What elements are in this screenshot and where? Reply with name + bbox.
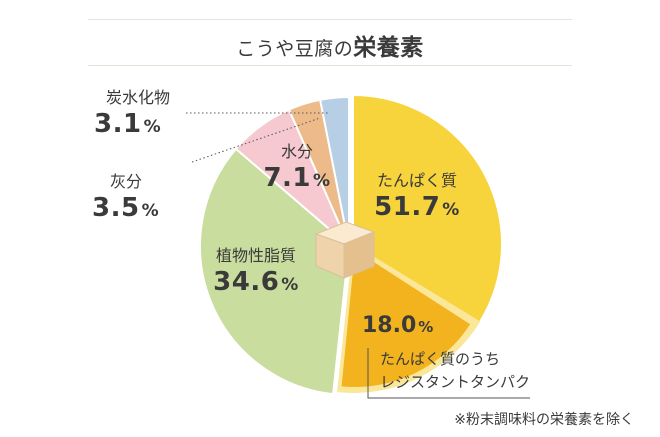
label-carbs-value: 3.1% <box>94 108 194 143</box>
label-protein-unit: % <box>442 200 460 220</box>
label-resistant-line2: レジスタントタンパク <box>380 373 531 391</box>
label-carbs-name: 炭水化物 <box>106 88 171 107</box>
title-rule-top <box>88 19 572 20</box>
label-protein-number: 51.7 <box>374 192 441 222</box>
label-carbs: 炭水化物 3.1% <box>94 88 194 143</box>
chart-title-emphasis: 栄養素 <box>353 35 424 61</box>
label-protein-name: たんぱく質 <box>376 171 457 190</box>
label-ash-value: 3.5% <box>92 192 182 227</box>
slice-resistant-protein <box>341 250 471 387</box>
label-resistant-line1: たんぱく質のうち <box>380 350 501 368</box>
leader-lines <box>186 112 530 399</box>
label-resistant-unit: % <box>418 318 434 336</box>
label-fat-number: 34.6 <box>213 267 280 297</box>
label-water-name: 水分 <box>280 142 313 161</box>
label-resistant-value: 18.0% <box>362 313 433 338</box>
title-rule-bottom <box>88 65 572 66</box>
slice-fat <box>199 147 351 396</box>
chart-title: こうや豆腐の栄養素 <box>0 28 660 62</box>
label-fat-unit: % <box>281 275 299 295</box>
label-ash-name: 灰分 <box>110 172 143 191</box>
label-fat-value: 34.6% <box>206 266 306 301</box>
leader-ash <box>191 117 321 163</box>
cube-right <box>343 231 375 279</box>
label-carbs-unit: % <box>143 117 162 137</box>
label-water-number: 7.1 <box>263 163 311 193</box>
footnote: ※粉末調味料の栄養素を除く <box>454 412 634 428</box>
label-water-value: 7.1% <box>262 162 332 197</box>
label-ash-unit: % <box>141 201 160 221</box>
leader-resistant <box>367 348 530 399</box>
label-ash: 灰分 3.5% <box>92 172 182 227</box>
chart-title-prefix: こうや豆腐の <box>236 38 354 60</box>
label-fat-name: 植物性脂質 <box>215 246 296 265</box>
label-ash-number: 3.5 <box>92 193 140 223</box>
label-water: 水分 7.1% <box>262 142 332 197</box>
label-protein-value: 51.7% <box>372 191 462 226</box>
label-resistant-number: 18.0 <box>362 313 417 338</box>
slice-carbs <box>318 95 350 247</box>
pie-subset <box>337 244 481 393</box>
tofu-cube-icon <box>314 221 376 279</box>
label-carbs-number: 3.1 <box>94 109 142 139</box>
label-protein: たんぱく質 51.7% <box>372 171 462 226</box>
label-water-unit: % <box>313 171 331 191</box>
label-fat: 植物性脂質 34.6% <box>206 246 306 301</box>
